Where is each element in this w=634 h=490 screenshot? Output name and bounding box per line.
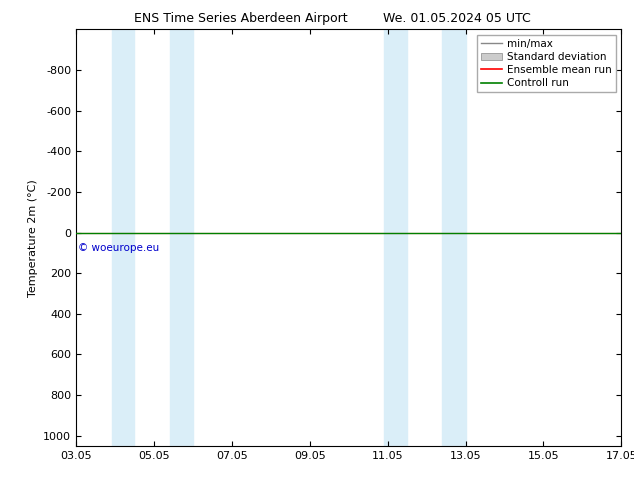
Text: We. 01.05.2024 05 UTC: We. 01.05.2024 05 UTC (382, 12, 531, 25)
Text: © woeurope.eu: © woeurope.eu (78, 243, 159, 253)
Bar (442, 29, 465, 446)
Text: ENS Time Series Aberdeen Airport: ENS Time Series Aberdeen Airport (134, 12, 347, 25)
Legend: min/max, Standard deviation, Ensemble mean run, Controll run: min/max, Standard deviation, Ensemble me… (477, 35, 616, 92)
Bar (169, 29, 193, 446)
Bar (112, 29, 134, 446)
Bar (384, 29, 407, 446)
Y-axis label: Temperature 2m (°C): Temperature 2m (°C) (28, 179, 37, 296)
